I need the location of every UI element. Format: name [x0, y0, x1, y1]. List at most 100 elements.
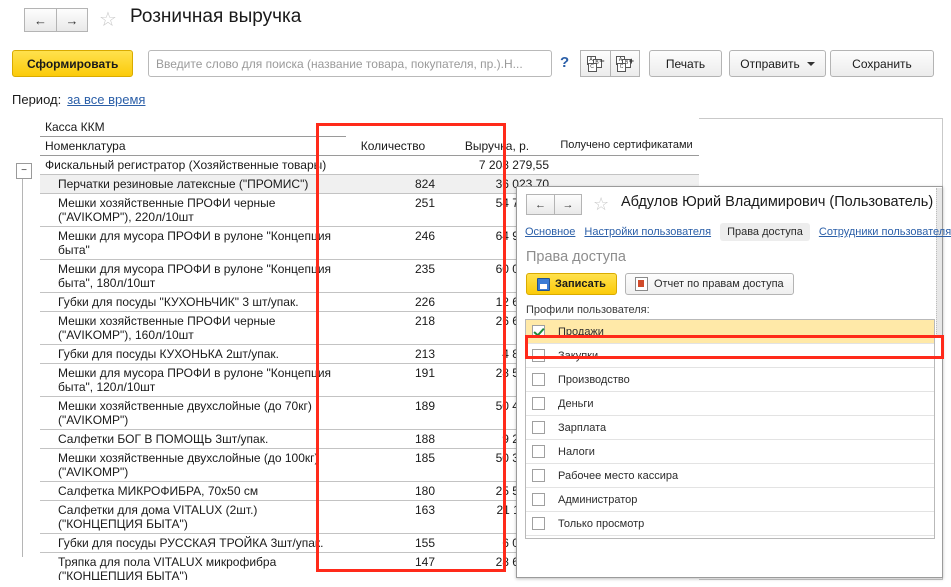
search-input[interactable]: Введите слово для поиска (название товар…	[148, 50, 552, 77]
list-item[interactable]: Только просмотр	[526, 512, 934, 536]
list-item[interactable]: Рабочее место кассира	[526, 464, 934, 488]
window-scrollbar[interactable]	[936, 188, 942, 577]
checkbox-icon[interactable]	[532, 349, 545, 362]
window-tab-bar: Основное Настройки пользователя Права дост…	[525, 222, 951, 242]
list-item[interactable]: Продажи	[526, 320, 934, 344]
profiles-list-label: Профили пользователя:	[526, 304, 650, 316]
page-title: Розничная выручка	[130, 6, 302, 27]
tab-3[interactable]: Права доступа	[720, 223, 810, 241]
list-item[interactable]: Производство	[526, 368, 934, 392]
profiles-list[interactable]: Продажи Закупки Производство Деньги Зарплата…	[525, 319, 935, 539]
scrollbar-thumb[interactable]	[936, 188, 942, 338]
save-button[interactable]: Сохранить	[830, 50, 934, 77]
header-spacer-qty	[346, 118, 440, 137]
chevron-down-icon	[806, 61, 815, 66]
tab-2[interactable]: Настройки пользователя	[584, 226, 712, 238]
forward-arrow-icon[interactable]: →	[56, 8, 88, 32]
window-favorite-star-icon[interactable]: ☆	[593, 194, 610, 214]
cell-group-revenue: 7 208 279,55	[440, 155, 554, 175]
header-cell-qty: Количество	[346, 136, 440, 156]
list-item-label: Закупки	[558, 349, 599, 362]
header-spacer-cert	[554, 118, 699, 137]
write-button[interactable]: Записать	[526, 273, 617, 295]
list-item[interactable]: Закупки	[526, 344, 934, 368]
cell-name: Мешки для мусора ПРОФИ в рулоне "Концепц…	[40, 226, 346, 260]
cell-qty: 189	[346, 396, 440, 430]
cell-qty: 213	[346, 344, 440, 364]
cell-name: Губки для посуды КУХОНЬКА 2шт/упак.	[40, 344, 346, 364]
list-item-label: Налоги	[558, 445, 595, 458]
cell-name: Мешки для мусора ПРОФИ в рулоне "Концепц…	[40, 363, 346, 397]
cell-name: Мешки хозяйственные двухслойные (до 100к…	[40, 448, 346, 482]
collapse-group-button[interactable]: −	[16, 163, 32, 179]
cell-group-cert	[554, 155, 699, 175]
header-cell-kassa: Касса ККМ	[40, 118, 346, 137]
checkbox-icon[interactable]	[532, 517, 545, 530]
list-item[interactable]: Налоги	[526, 440, 934, 464]
header-cell-nomenclature: Номенклатура	[40, 136, 346, 156]
access-rights-report-label: Отчет по правам доступа	[653, 278, 784, 290]
cell-name: Мешки хозяйственные ПРОФИ черные ("AVIKO…	[40, 311, 346, 345]
period-value-link[interactable]: за все время	[67, 92, 146, 107]
favorite-star-icon[interactable]: ☆	[99, 9, 117, 31]
user-permissions-window: ← → ☆ Абдулов Юрий Владимирович (Пользов…	[516, 186, 951, 578]
cell-qty: 188	[346, 429, 440, 449]
window-action-bar: Записать Отчет по правам доступа	[526, 273, 794, 295]
list-item[interactable]: Администратор	[526, 488, 934, 512]
window-title: Абдулов Юрий Владимирович (Пользователь)	[621, 194, 934, 210]
cell-name: Салфетки для дома VITALUX (2шт.) ("КОНЦЕ…	[40, 500, 346, 534]
back-arrow-icon[interactable]: ←	[24, 8, 56, 32]
help-icon[interactable]: ?	[560, 54, 570, 71]
list-item[interactable]: Зарплата	[526, 416, 934, 440]
checkbox-icon[interactable]	[532, 445, 545, 458]
list-item[interactable]: Ветеринарный врач (ВЕТИС)	[526, 536, 934, 538]
cell-qty: 218	[346, 311, 440, 345]
cell-qty: 235	[346, 259, 440, 293]
cell-name: Мешки хозяйственные ПРОФИ черные ("AVIKO…	[40, 193, 346, 227]
send-button[interactable]: Отправить	[729, 50, 826, 77]
cell-name: Салфетки БОГ В ПОМОЩЬ 3шт/упак.	[40, 429, 346, 449]
print-button[interactable]: Печать	[649, 50, 722, 77]
tab-1[interactable]: Основное	[525, 226, 576, 238]
save-disk-icon	[537, 277, 550, 291]
group-stem-line	[22, 177, 23, 557]
window-forward-arrow-icon[interactable]: →	[554, 194, 582, 215]
checkbox-icon[interactable]	[532, 421, 545, 434]
table-row-group-total[interactable]: Фискальный регистратор (Хозяйственные то…	[40, 155, 699, 175]
report-toolbar: Сформировать Введите слово для поиска (н…	[0, 46, 951, 86]
header-row-columns: Номенклатура Количество Выручка, р. Полу…	[40, 136, 699, 156]
generate-report-button[interactable]: Сформировать	[12, 50, 134, 77]
cell-group-qty	[346, 155, 440, 175]
list-item-label: Рабочее место кассира	[558, 469, 679, 482]
list-item-label: Только просмотр	[558, 517, 645, 530]
access-rights-report-button[interactable]: Отчет по правам доступа	[624, 273, 794, 295]
report-document-icon	[634, 277, 648, 291]
checkbox-icon[interactable]	[532, 493, 545, 506]
checkbox-icon[interactable]	[532, 469, 545, 482]
list-item-label: Деньги	[558, 397, 594, 410]
cell-qty: 824	[346, 174, 440, 194]
section-heading: Права доступа	[526, 249, 626, 265]
list-item-label: Производство	[558, 373, 630, 386]
list-item[interactable]: Деньги	[526, 392, 934, 416]
cell-qty: 185	[346, 448, 440, 482]
cell-qty: 180	[346, 481, 440, 501]
checkbox-icon[interactable]	[532, 397, 545, 410]
tab-4[interactable]: Сотрудники пользователя	[818, 226, 951, 238]
top-navigation-bar: ← → ☆ Розничная выручка	[0, 0, 951, 44]
checkbox-icon[interactable]	[532, 325, 545, 338]
header-row-group: Касса ККМ	[40, 118, 699, 137]
cell-name: Перчатки резиновые латексные ("ПРОМИС")	[40, 174, 346, 194]
header-spacer-rev	[440, 118, 554, 137]
send-button-label: Отправить	[740, 56, 800, 71]
checkbox-icon[interactable]	[532, 373, 545, 386]
window-back-arrow-icon[interactable]: ←	[526, 194, 554, 215]
cell-qty: 147	[346, 552, 440, 580]
report-table-head: Касса ККМ Номенклатура Количество Выручк…	[40, 118, 699, 156]
cell-qty: 191	[346, 363, 440, 397]
write-button-label: Записать	[555, 278, 606, 290]
list-item-label: Администратор	[558, 493, 638, 506]
cell-name: Тряпка для пола VITALUX микрофибра ("КОН…	[40, 552, 346, 580]
